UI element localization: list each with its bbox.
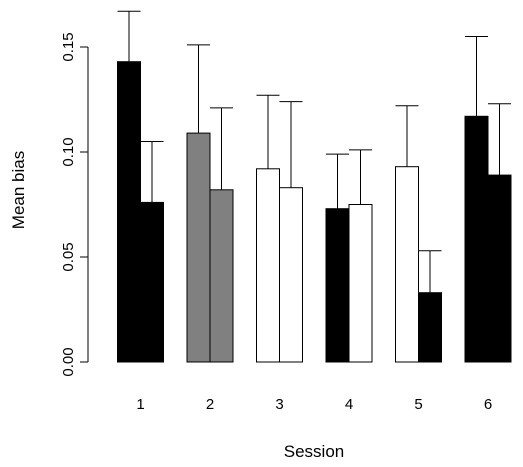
x-tick-labels: 1 2 3 4 5 6 [136,396,492,413]
bar [279,187,303,363]
y-tick-label: 0.05 [60,242,77,271]
bar [348,204,373,363]
bar [186,132,211,363]
x-tick-label: 1 [136,396,144,413]
bar [395,166,419,363]
bar [487,174,512,363]
error-bars [117,10,511,293]
y-tick-label: 0.00 [60,347,77,376]
x-tick-label: 6 [484,396,492,413]
y-axis: 0.00 0.05 0.10 0.15 [60,32,89,377]
y-tick-label: 0.10 [60,137,77,166]
x-tick-label: 3 [275,396,283,413]
y-tick-label: 0.15 [60,32,77,61]
bars [117,61,512,363]
bar [117,61,141,363]
bar [256,168,280,363]
y-axis-title: Mean bias [9,151,28,229]
bar [209,189,234,363]
bar [140,201,164,363]
x-axis-title: Session [284,442,344,461]
x-tick-label: 4 [345,396,353,413]
bar [325,208,350,363]
bar [464,115,489,363]
x-tick-label: 2 [206,396,214,413]
x-tick-label: 5 [414,396,422,413]
bar [418,292,442,363]
